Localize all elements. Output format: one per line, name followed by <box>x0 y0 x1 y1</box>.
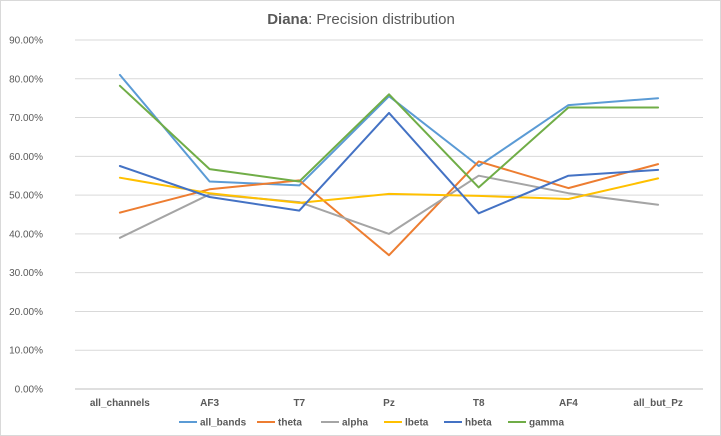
legend-label: hbeta <box>465 418 492 429</box>
series-all_bands <box>118 73 660 187</box>
x-tick-label: Pz <box>383 398 395 409</box>
legend-item-all_bands: all_bands <box>179 418 247 429</box>
series-gamma <box>118 84 660 189</box>
y-axis-ticks: 0.00% 10.00% 20.00% 30.00% 40.00% 50.00% 60.00… <box>9 36 43 396</box>
y-tick-label: 80.00% <box>9 74 43 85</box>
y-tick-label: 30.00% <box>9 268 43 279</box>
series-theta <box>118 160 660 257</box>
legend-item-gamma: gamma <box>508 418 564 429</box>
y-tick-label: 10.00% <box>9 346 43 357</box>
x-axis-categories: all_channels AF3 T7 Pz T8 AF4 all_but_Pz <box>90 398 683 409</box>
series-line-alpha <box>118 174 660 239</box>
legend-item-theta: theta <box>257 418 302 429</box>
chart-title-rest: : Precision distribution <box>308 11 455 28</box>
series-hbeta <box>118 111 660 215</box>
chart-title: Diana: Precision distribution <box>267 11 455 28</box>
legend-label: alpha <box>342 418 369 429</box>
x-tick-label: all_but_Pz <box>633 398 682 409</box>
x-tick-label: all_channels <box>90 398 150 409</box>
legend-label: theta <box>278 418 302 429</box>
legend-label: all_bands <box>200 418 247 429</box>
series-line-theta <box>118 160 660 257</box>
legend-label: gamma <box>529 418 564 429</box>
series-line-hbeta <box>118 111 660 215</box>
series-line-lbeta <box>118 176 660 204</box>
y-tick-label: 20.00% <box>9 307 43 318</box>
series-lbeta <box>118 176 660 204</box>
y-tick-label: 50.00% <box>9 191 43 202</box>
legend-item-lbeta: lbeta <box>384 418 429 429</box>
y-tick-label: 40.00% <box>9 229 43 240</box>
x-tick-label: AF4 <box>559 398 578 409</box>
legend-item-alpha: alpha <box>321 418 369 429</box>
legend-label: lbeta <box>405 418 429 429</box>
legend-item-hbeta: hbeta <box>444 418 492 429</box>
series-line-all_bands <box>118 73 660 187</box>
x-tick-label: T8 <box>473 398 485 409</box>
y-tick-label: 0.00% <box>15 385 43 396</box>
legend: all_bands theta alpha lbeta hbeta gamma <box>179 418 564 429</box>
y-tick-label: 90.00% <box>9 36 43 47</box>
series-line-gamma <box>118 84 660 189</box>
series-lines <box>118 73 660 257</box>
x-tick-label: T7 <box>293 398 305 409</box>
x-tick-label: AF3 <box>200 398 219 409</box>
y-tick-label: 70.00% <box>9 113 43 124</box>
chart-title-name: Diana <box>267 11 309 28</box>
series-alpha <box>118 174 660 239</box>
y-tick-label: 60.00% <box>9 152 43 163</box>
